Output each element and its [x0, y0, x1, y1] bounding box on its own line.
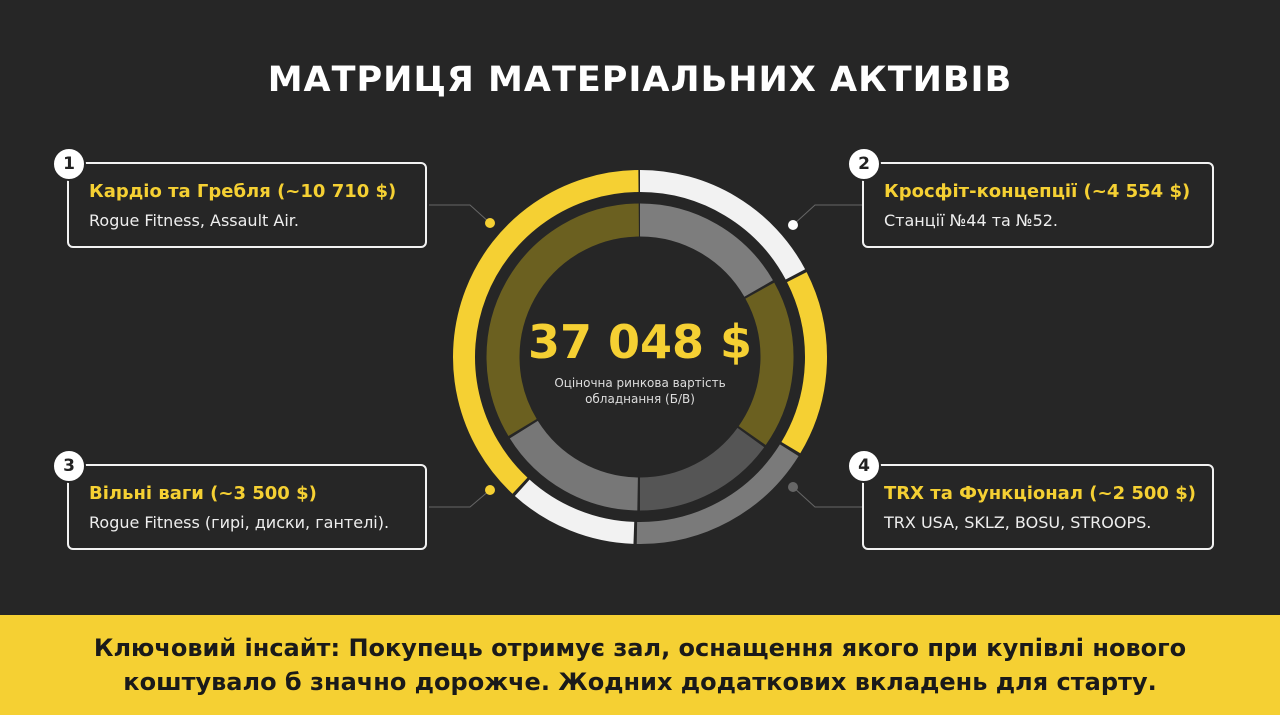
ring-segment — [639, 203, 773, 298]
connector — [429, 489, 491, 508]
title: МАТРИЦЯ МАТЕРІАЛЬНИХ АКТИВІВ — [267, 60, 1013, 100]
card-description: Rogue Fitness, Assault Air. — [89, 211, 299, 230]
center-summary: 37 048 $ Оціночна ринкова вартість обладн… — [510, 315, 770, 407]
card-description: TRX USA, SKLZ, BOSU, STROOPS. — [884, 513, 1152, 532]
card: 4 TRX та Функціонал (~2 500 $) TRX USA, SK… — [847, 449, 1214, 550]
ring-segment — [453, 170, 639, 494]
card: 3 Вільні ваги (~3 500 $) Rogue Fitness (ги… — [52, 449, 427, 550]
card-description: Станції №44 та №52. — [884, 211, 1059, 230]
connector — [792, 486, 862, 508]
card-number: 3 — [52, 449, 86, 483]
ring-segment — [738, 282, 794, 446]
card-number: 1 — [52, 147, 86, 181]
ring-segment — [639, 170, 806, 280]
card-title: Кардіо та Гребля (~10 710 $) — [89, 181, 397, 202]
insight-text: Покупець отримує зал, оснащення якого пр… — [123, 634, 1187, 696]
ring-segment — [509, 420, 639, 511]
card-number: 4 — [847, 449, 881, 483]
ring-segment — [639, 427, 765, 511]
card: 1 Кардіо та Гребля (~10 710 $) Rogue Fitne… — [52, 147, 427, 248]
ring-segment — [514, 479, 635, 544]
total-value: 37 048 $ — [527, 315, 753, 369]
connector-dot — [788, 220, 798, 230]
card: 2 Кросфіт-концепції (~4 554 $) Станції №44… — [847, 147, 1214, 248]
insight: Ключовий інсайт: Покупець отримує зал, о… — [80, 631, 1200, 699]
connector — [429, 204, 491, 224]
connector — [792, 204, 862, 226]
card-title: Кросфіт-концепції (~4 554 $) — [884, 181, 1191, 202]
insight-label: Ключовий інсайт: — [93, 634, 341, 662]
total-caption: Оціночна ринкова вартість обладнання (Б/… — [554, 376, 726, 406]
card-title: TRX та Функціонал (~2 500 $) — [884, 483, 1196, 504]
card-description: Rogue Fitness (гирі, диски, гантелі). — [89, 513, 390, 532]
ring-segment — [636, 444, 799, 544]
card-number: 2 — [847, 147, 881, 181]
connector-dot — [485, 218, 495, 228]
connector-dot — [788, 482, 798, 492]
card-title: Вільні ваги (~3 500 $) — [89, 483, 317, 504]
ring-segment — [486, 203, 640, 437]
insight-bar: Ключовий інсайт: Покупець отримує зал, о… — [0, 615, 1280, 715]
connector-dot — [485, 485, 495, 495]
ring-segment — [781, 272, 827, 454]
